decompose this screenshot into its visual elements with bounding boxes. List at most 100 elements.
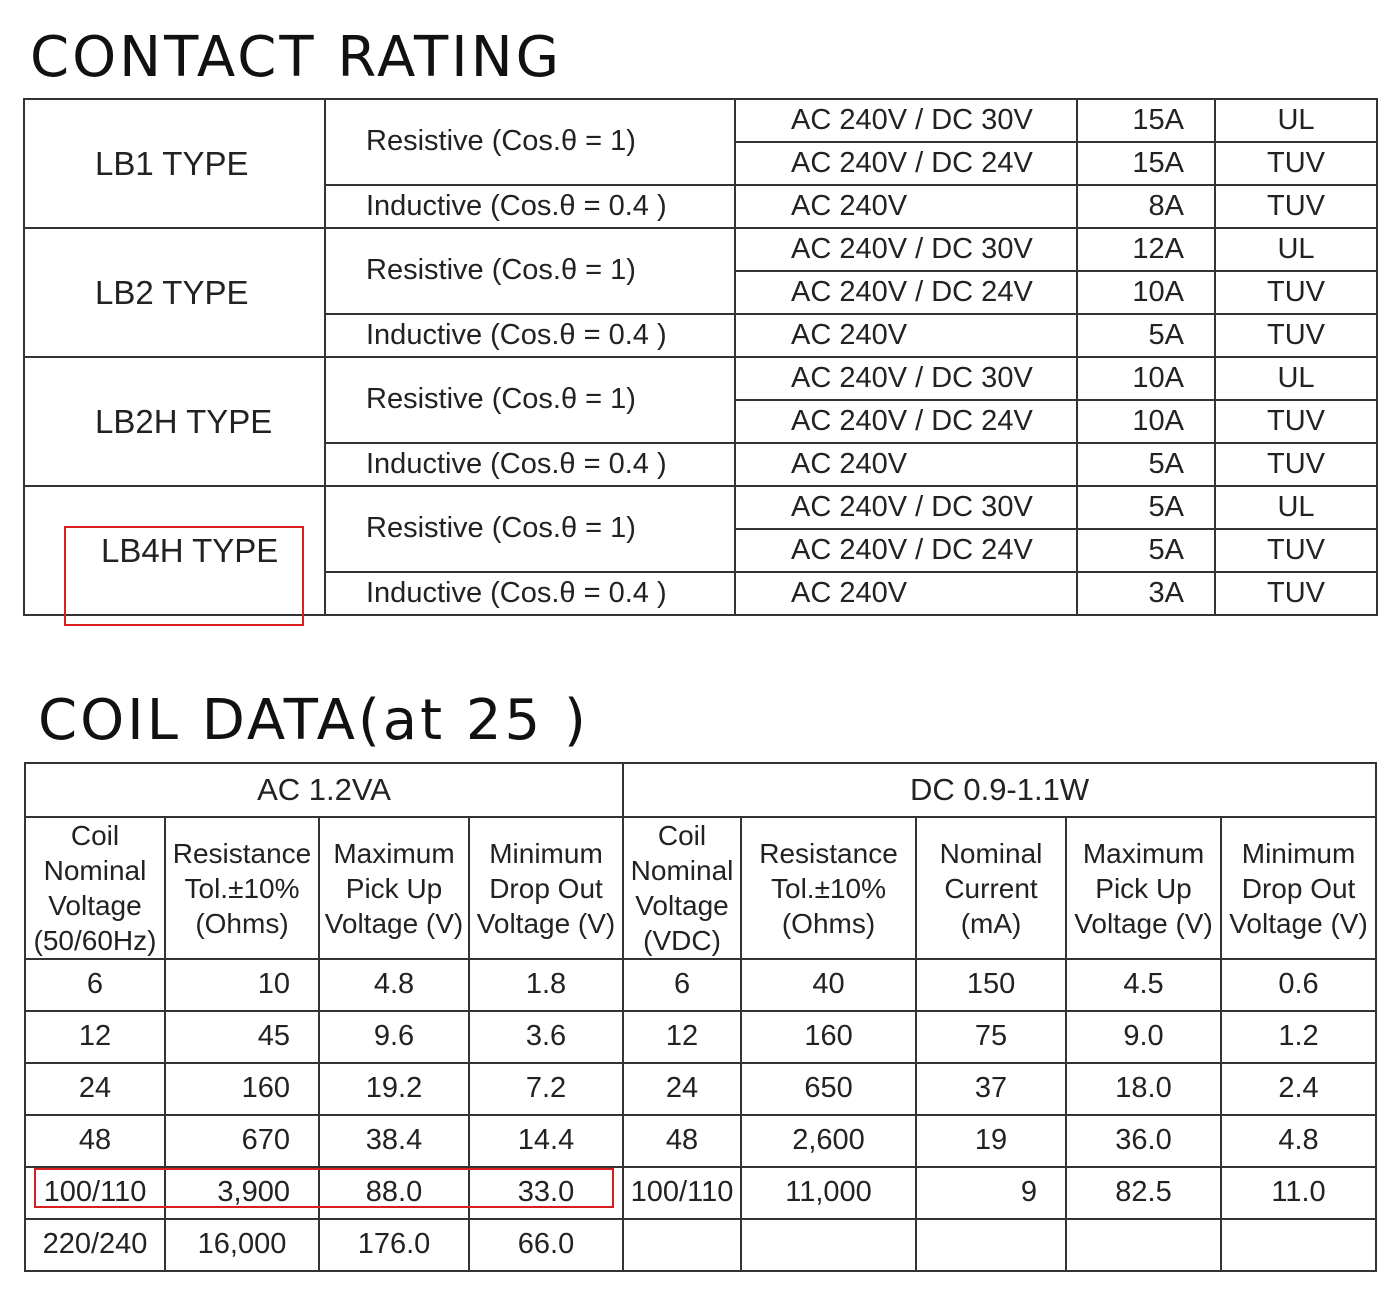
- coil-row: 48 670 38.4 14.4 48 2,600 19 36.0 4.8: [24, 1114, 1378, 1168]
- voltage-cell: AC 240V: [734, 571, 1078, 616]
- contact-rating-table: LB1 TYPE Resistive (Cos.θ = 1) AC 240V /…: [23, 98, 1378, 616]
- resistive-load-label: Resistive (Cos.θ = 1): [324, 356, 736, 444]
- column-header: Minimum Drop Out Voltage (V): [1220, 816, 1378, 960]
- resistive-load-label: Resistive (Cos.θ = 1): [324, 485, 736, 573]
- voltage-cell: AC 240V / DC 30V: [734, 356, 1078, 401]
- coil-row: 220/240 16,000 176.0 66.0: [24, 1218, 1378, 1272]
- contact-row: AC 240V / DC 24V 15A TUV: [24, 141, 1378, 186]
- coil-data-title: COIL DATA(at 25 ): [38, 688, 589, 753]
- inductive-load-label: Inductive (Cos.θ = 0.4 ): [324, 184, 736, 229]
- coil-cell: 38.4: [318, 1114, 470, 1168]
- voltage-cell: AC 240V / DC 24V: [734, 270, 1078, 315]
- current-cell: 8A: [1076, 184, 1216, 229]
- current-cell: 5A: [1076, 442, 1216, 487]
- coil-cell: 650: [740, 1062, 918, 1116]
- coil-cell: 24: [24, 1062, 166, 1116]
- contact-row: LB1 TYPE Resistive (Cos.θ = 1) AC 240V /…: [23, 98, 1378, 229]
- coil-cell: 4.8: [318, 958, 470, 1012]
- voltage-cell: AC 240V / DC 30V: [734, 227, 1078, 272]
- coil-data-table: AC 1.2VA DC 0.9-1.1W Coil Nominal Voltag…: [23, 762, 1378, 1272]
- contact-row: LB2 TYPE Resistive (Cos.θ = 1) AC 240V /…: [23, 227, 1378, 358]
- standard-cell: TUV: [1214, 184, 1378, 229]
- coil-cell: 1.2: [1220, 1010, 1378, 1064]
- coil-cell: 75: [915, 1010, 1068, 1064]
- contact-row: Inductive (Cos.θ = 0.4 ) AC 240V 3A TUV: [24, 571, 1378, 616]
- coil-cell: 33.0: [467, 1166, 625, 1220]
- coil-cell: 9.0: [1065, 1010, 1223, 1064]
- coil-cell: 66.0: [467, 1218, 625, 1272]
- coil-row: 100/110 3,900 88.0 33.0 100/110 11,000 9…: [24, 1166, 1378, 1220]
- coil-cell: 100/110: [24, 1166, 166, 1220]
- standard-cell: TUV: [1214, 442, 1378, 487]
- current-cell: 12A: [1076, 227, 1216, 272]
- coil-cell: 48: [622, 1114, 743, 1168]
- voltage-cell: AC 240V / DC 24V: [734, 141, 1078, 186]
- resistive-load-label: Resistive (Cos.θ = 1): [324, 227, 736, 315]
- coil-cell: 11.0: [1220, 1166, 1378, 1220]
- relay-type-label: LB2 TYPE: [23, 227, 326, 358]
- resistive-load-label: Resistive (Cos.θ = 1): [324, 98, 736, 186]
- standard-cell: TUV: [1214, 528, 1378, 573]
- contact-row: Inductive (Cos.θ = 0.4 ) AC 240V 5A TUV: [24, 442, 1378, 487]
- coil-cell: 160: [164, 1062, 320, 1116]
- current-cell: 5A: [1076, 313, 1216, 358]
- coil-cell: [915, 1218, 1068, 1272]
- standard-cell: TUV: [1214, 141, 1378, 186]
- contact-row: AC 240V / DC 24V 5A TUV: [24, 528, 1378, 573]
- standard-cell: UL: [1214, 356, 1378, 401]
- contact-row: Inductive (Cos.θ = 0.4 ) AC 240V 5A TUV: [24, 313, 1378, 358]
- coil-cell: 9: [915, 1166, 1068, 1220]
- column-header: Nominal Current (mA): [915, 816, 1068, 960]
- current-cell: 10A: [1076, 399, 1216, 444]
- coil-group-header-row: AC 1.2VA DC 0.9-1.1W: [23, 762, 1378, 818]
- coil-cell: 40: [740, 958, 918, 1012]
- column-header: Coil Nominal Voltage (50/60Hz): [24, 816, 166, 960]
- current-cell: 3A: [1076, 571, 1216, 616]
- coil-cell: 18.0: [1065, 1062, 1223, 1116]
- current-cell: 10A: [1076, 270, 1216, 315]
- coil-cell: 2,600: [740, 1114, 918, 1168]
- voltage-cell: AC 240V / DC 24V: [734, 528, 1078, 573]
- coil-cell: 2.4: [1220, 1062, 1378, 1116]
- contact-row: AC 240V / DC 24V 10A TUV: [24, 270, 1378, 315]
- coil-cell: 9.6: [318, 1010, 470, 1064]
- standard-cell: TUV: [1214, 270, 1378, 315]
- coil-cell: [1220, 1218, 1378, 1272]
- contact-row: LB4H TYPE Resistive (Cos.θ = 1) AC 240V …: [23, 485, 1378, 616]
- inductive-load-label: Inductive (Cos.θ = 0.4 ): [324, 313, 736, 358]
- coil-cell: 3.6: [467, 1010, 625, 1064]
- coil-cell: 7.2: [467, 1062, 625, 1116]
- coil-cell: 6: [622, 958, 743, 1012]
- voltage-cell: AC 240V: [734, 313, 1078, 358]
- voltage-cell: AC 240V / DC 30V: [734, 98, 1078, 143]
- coil-cell: 6: [24, 958, 166, 1012]
- column-header: Resistance Tol.±10% (Ohms): [164, 816, 320, 960]
- coil-cell: 14.4: [467, 1114, 625, 1168]
- contact-rating-title: CONTACT RATING: [30, 25, 562, 90]
- coil-cell: 4.8: [1220, 1114, 1378, 1168]
- standard-cell: UL: [1214, 485, 1378, 530]
- coil-cell: 1.8: [467, 958, 625, 1012]
- coil-cell: 82.5: [1065, 1166, 1223, 1220]
- coil-cell: 4.5: [1065, 958, 1223, 1012]
- coil-cell: 19: [915, 1114, 1068, 1168]
- contact-row: LB2H TYPE Resistive (Cos.θ = 1) AC 240V …: [23, 356, 1378, 487]
- coil-cell: 0.6: [1220, 958, 1378, 1012]
- standard-cell: UL: [1214, 227, 1378, 272]
- coil-cell: 37: [915, 1062, 1068, 1116]
- coil-row: 6 10 4.8 1.8 6 40 150 4.5 0.6: [24, 958, 1378, 1012]
- coil-cell: 12: [24, 1010, 166, 1064]
- voltage-cell: AC 240V: [734, 184, 1078, 229]
- standard-cell: TUV: [1214, 313, 1378, 358]
- coil-cell: 150: [915, 958, 1068, 1012]
- current-cell: 15A: [1076, 141, 1216, 186]
- coil-column-header-row: Coil Nominal Voltage (50/60Hz) Resistanc…: [24, 816, 1378, 960]
- coil-cell: 48: [24, 1114, 166, 1168]
- current-cell: 5A: [1076, 485, 1216, 530]
- coil-cell: 176.0: [318, 1218, 470, 1272]
- current-cell: 15A: [1076, 98, 1216, 143]
- coil-cell: 88.0: [318, 1166, 470, 1220]
- contact-row: AC 240V / DC 24V 10A TUV: [24, 399, 1378, 444]
- inductive-load-label: Inductive (Cos.θ = 0.4 ): [324, 571, 736, 616]
- ac-group-header: AC 1.2VA: [23, 762, 625, 818]
